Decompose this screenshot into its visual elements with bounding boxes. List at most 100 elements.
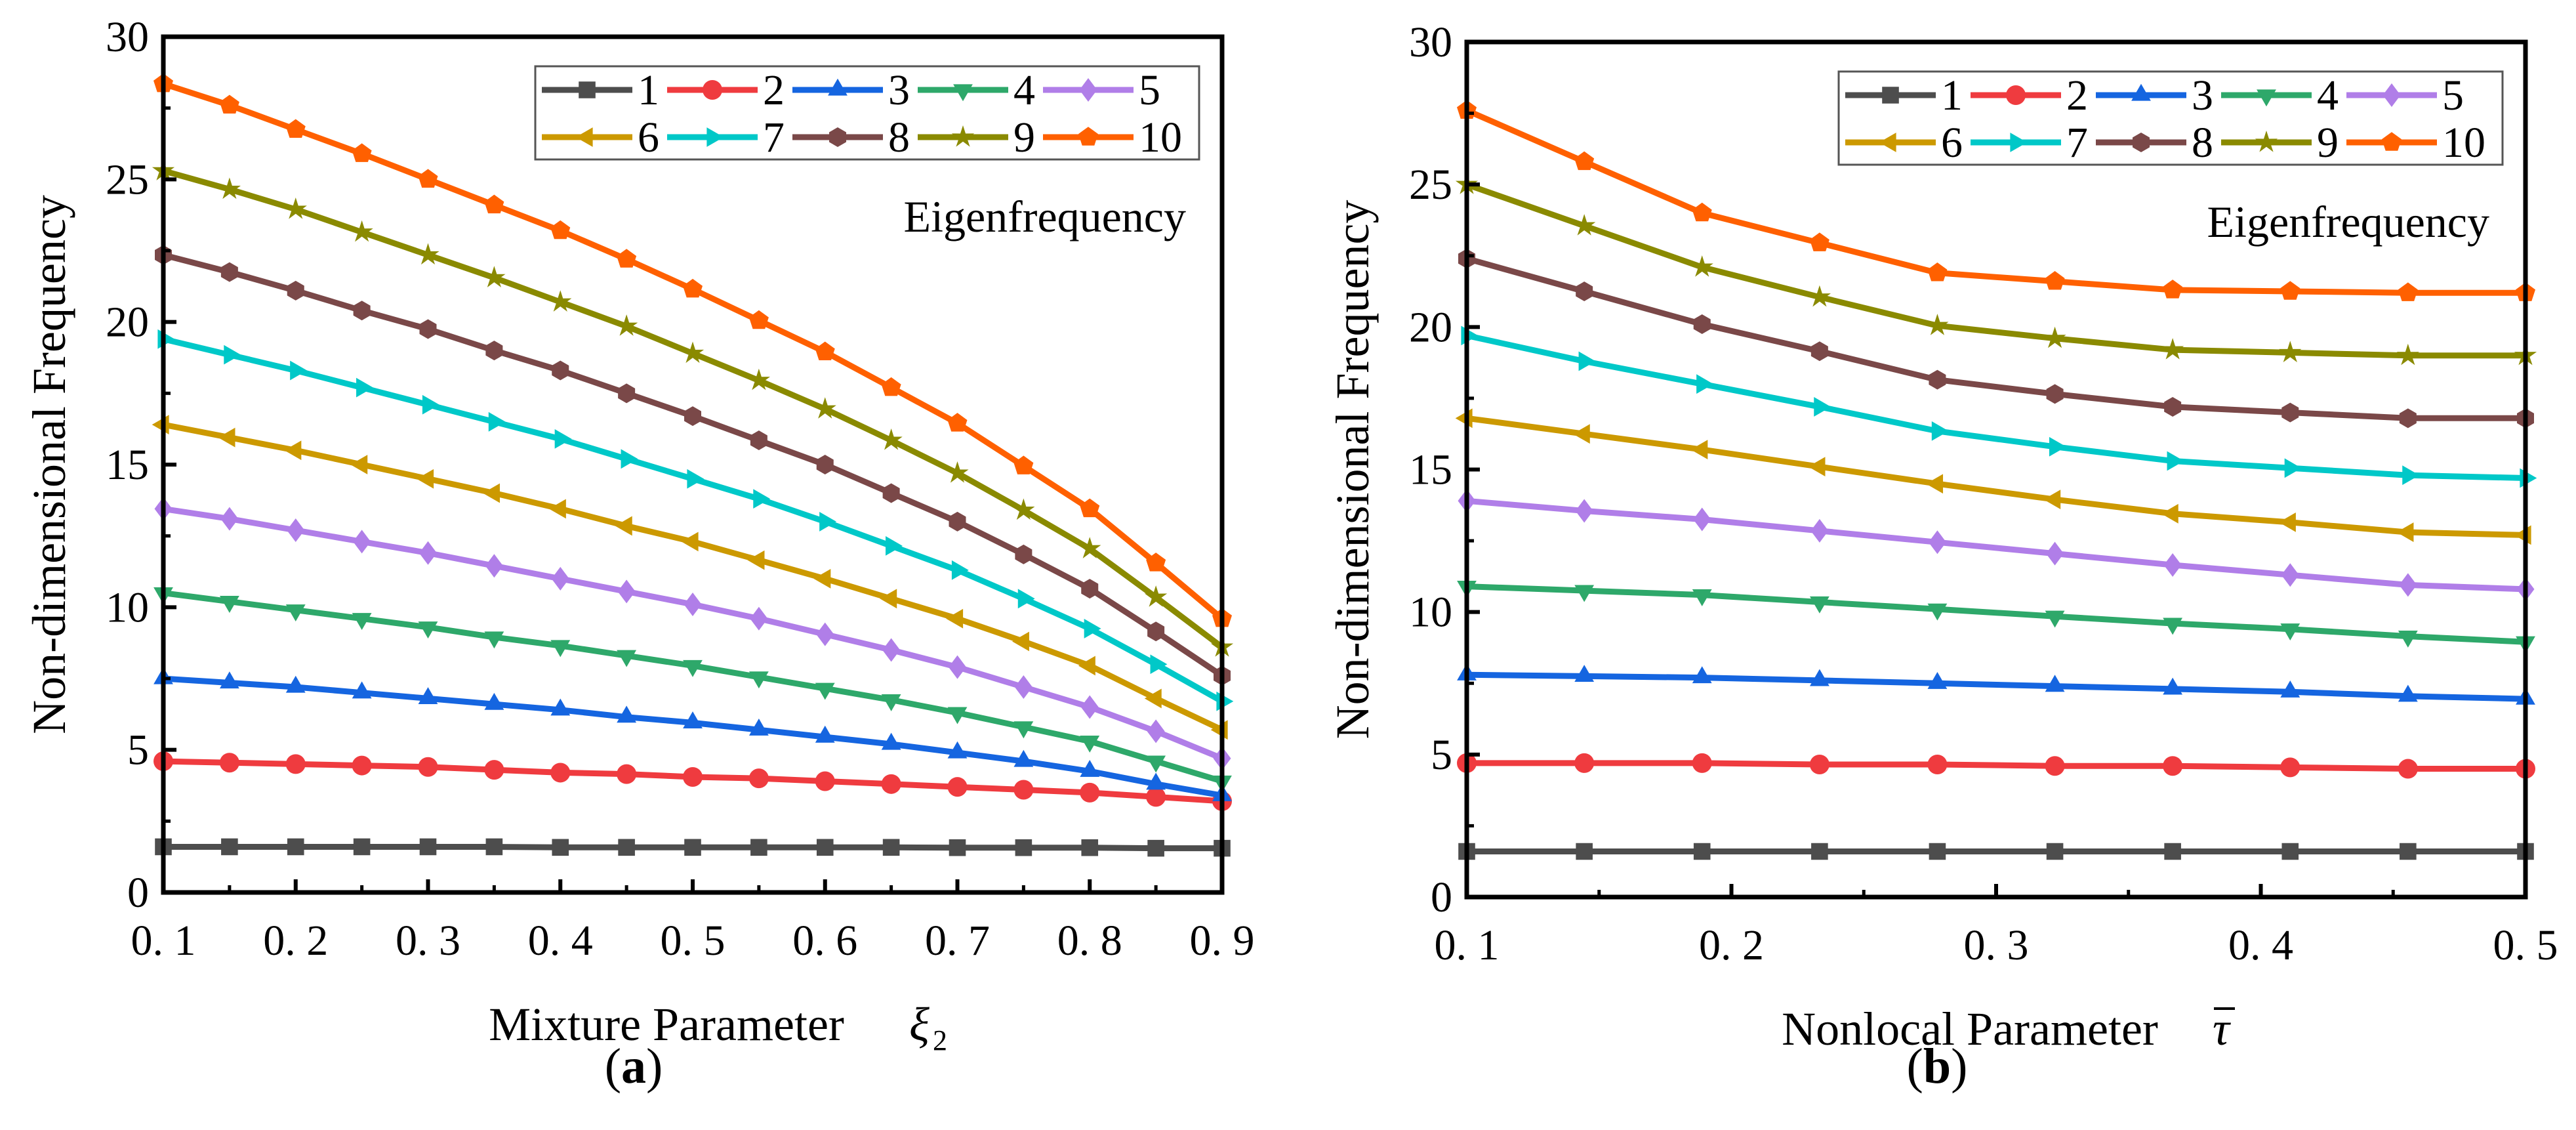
data-point-mode-4 [815,682,835,700]
legend-box [534,65,1200,161]
data-point-mode-5 [1147,719,1165,743]
data-point-mode-9 [2396,343,2419,366]
data-point-mode-4 [2045,610,2065,628]
legend-label: 10 [1139,114,1182,161]
y-tick-label: 25 [1409,161,1452,209]
data-point-mode-4 [947,707,968,724]
data-point-mode-6 [615,516,632,536]
data-point-mode-1 [816,839,834,856]
data-point-mode-1 [221,838,238,856]
data-point-mode-2 [683,766,703,787]
data-point-mode-7 [290,360,308,381]
data-point-mode-10 [617,249,637,268]
data-point-mode-5 [617,579,636,604]
data-point-mode-3 [1080,759,1100,777]
data-point-mode-1 [1929,843,1946,860]
data-point-mode-6 [2514,525,2531,545]
data-point-mode-9 [1690,255,1713,277]
y-tick-label: 0 [1431,873,1452,921]
data-point-mode-6 [2043,490,2061,510]
legend-item-1: 1 [1845,72,1963,119]
data-point-mode-4 [1692,589,1712,606]
legend-marker [829,127,846,147]
data-point-mode-7 [1578,351,1596,371]
data-point-mode-7 [2167,451,2184,471]
data-point-mode-7 [224,345,241,365]
series-line-mode-10 [1465,108,2525,296]
data-point-mode-6 [350,455,368,474]
data-point-mode-6 [548,499,566,519]
data-point-mode-4 [748,671,769,689]
data-point-mode-1 [287,838,304,856]
data-point-mode-2 [1146,787,1166,807]
data-point-mode-8 [1147,621,1165,642]
data-point-mode-9 [1808,285,1831,307]
data-point-mode-6 [681,532,699,552]
legend-label: 5 [2442,72,2464,119]
data-point-mode-3 [219,671,239,689]
legend-marker [2255,131,2278,152]
x-axis-label: Nonlocal Parameter [1782,1003,2158,1055]
legend-label: 6 [638,114,659,161]
data-point-mode-6 [747,550,765,570]
data-point-mode-6 [218,427,235,448]
legend: 1 2 3 4 5 6 7 8 9 10 [534,65,1200,161]
x-tick-label: 0. 2 [263,917,328,965]
series-line-mode-3 [1466,671,2526,702]
legend-item-8: 8 [2096,119,2213,167]
legend-marker [575,127,593,147]
data-point-mode-7 [1216,691,1234,711]
data-point-mode-7 [1084,619,1101,638]
legend-marker [2006,85,2026,105]
y-tick-label: 15 [1409,446,1452,494]
data-point-mode-10 [219,94,239,114]
data-point-mode-3 [947,741,968,759]
data-point-mode-10 [2280,281,2300,300]
legend-item-5: 5 [2346,72,2464,119]
panel-label: (a) [605,1039,663,1094]
y-axis-label: Non-dimensional Frequency [1326,200,1379,740]
legend-label: 6 [1941,119,1963,167]
legend-marker [2133,133,2150,152]
legend-marker [2131,83,2151,101]
data-point-mode-10 [418,169,438,188]
data-point-mode-1 [419,838,437,856]
data-point-mode-3 [2398,684,2418,702]
data-point-mode-9 [681,341,705,364]
legend-label: 3 [888,66,910,114]
data-point-mode-6 [1808,457,1826,477]
data-point-mode-6 [1455,408,1473,429]
data-point-mode-8 [2164,396,2182,417]
x-tick-label: 0. 3 [396,917,460,965]
data-point-mode-8 [949,511,966,532]
data-point-mode-3 [550,698,571,716]
data-point-mode-8 [618,383,636,404]
data-point-mode-10 [1146,553,1166,572]
data-point-mode-5 [1014,675,1032,700]
x-tick-label: 0. 5 [661,917,726,965]
legend-marker [2382,83,2401,107]
data-point-mode-3 [1692,666,1712,684]
data-point-mode-2 [881,774,901,794]
data-point-mode-10 [484,194,504,214]
data-point-mode-5 [2163,553,2182,577]
data-point-mode-4 [617,650,637,667]
data-point-mode-3 [1809,669,1830,686]
legend-item-10: 10 [1043,114,1182,161]
data-point-mode-9 [1573,214,1596,236]
data-point-mode-3 [683,711,703,728]
data-point-mode-5 [2046,541,2064,566]
legend-marker [1882,87,1899,104]
panel-paren-open: ( [605,1039,621,1094]
data-point-mode-1 [552,839,569,856]
x-tick-label: 0. 3 [1964,921,2029,969]
panel-letter: b [1923,1039,1951,1094]
data-point-mode-5 [684,592,702,616]
legend-item-7: 7 [1971,119,2088,167]
data-point-mode-3 [1146,772,1166,790]
data-point-mode-2 [2398,759,2418,779]
data-point-mode-4 [2163,617,2183,635]
y-tick-label: 0 [127,869,149,917]
data-point-mode-5 [1693,507,1711,532]
